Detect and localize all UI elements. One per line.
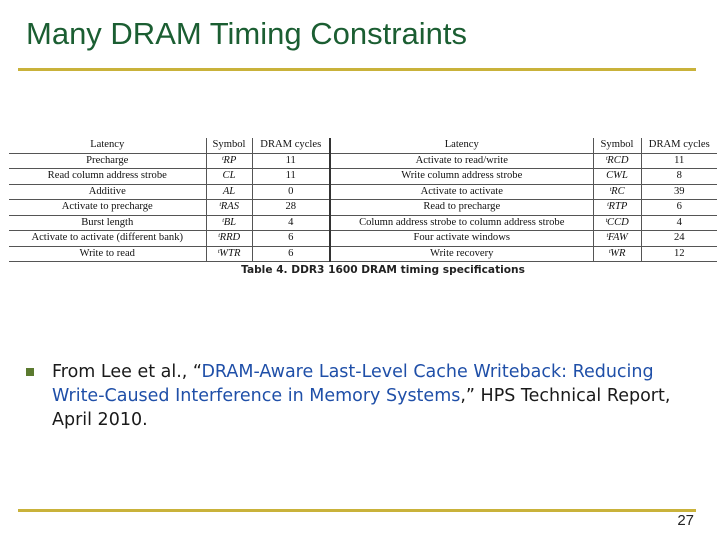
symbol-cell: AL	[205, 183, 253, 200]
latency-cell: Read to precharge	[329, 199, 594, 216]
table-row: Additive AL 0 Activate to activate ᵗRC 39	[9, 183, 717, 200]
latency-cell: Precharge	[9, 152, 207, 169]
cycles-cell: 6	[251, 245, 331, 262]
symbol-cell: ᵗRTP	[592, 199, 642, 216]
cycles-cell: 24	[640, 230, 717, 247]
cycles-cell: 6	[251, 230, 331, 247]
header-latency: Latency	[329, 138, 594, 154]
symbol-cell: ᵗBL	[205, 214, 253, 231]
latency-cell: Column address strobe to column address …	[329, 214, 594, 231]
cycles-cell: 11	[251, 168, 331, 185]
reference-suffix: ,” HPS Technical Report, April 2010.	[52, 386, 671, 430]
latency-cell: Activate to activate	[329, 183, 594, 200]
table-row: Read column address strobe CL 11 Write colu…	[9, 168, 717, 185]
title-divider	[18, 68, 696, 71]
reference-text: From Lee et al., “DRAM-Aware Last-Level …	[52, 360, 702, 432]
timing-table-figure: Latency Symbol DRAM cycles Latency Symbo…	[9, 138, 717, 276]
latency-cell: Activate to read/write	[329, 152, 594, 169]
table-row: Burst length ᵗBL 4 Column address strobe to…	[9, 214, 717, 231]
latency-cell: Burst length	[9, 214, 207, 231]
cycles-cell: 0	[251, 183, 331, 200]
latency-cell: Activate to activate (different bank)	[9, 230, 207, 247]
header-symbol: Symbol	[592, 138, 642, 154]
page-number: 27	[677, 512, 694, 529]
symbol-cell: ᵗRCD	[592, 152, 642, 169]
symbol-cell: ᵗRAS	[205, 199, 253, 216]
symbol-cell: ᵗCCD	[592, 214, 642, 231]
header-dram-cycles: DRAM cycles	[640, 138, 717, 154]
table-row: Activate to activate (different bank) ᵗRR…	[9, 230, 717, 247]
cycles-cell: 11	[640, 152, 717, 169]
latency-cell: Write recovery	[329, 245, 594, 262]
latency-cell: Four activate windows	[329, 230, 594, 247]
symbol-cell: ᵗWR	[592, 245, 642, 262]
latency-cell: Write column address strobe	[329, 168, 594, 185]
header-symbol: Symbol	[205, 138, 253, 154]
cycles-cell: 4	[251, 214, 331, 231]
latency-cell: Additive	[9, 183, 207, 200]
cycles-cell: 8	[640, 168, 717, 185]
footer-divider	[18, 509, 696, 512]
cycles-cell: 12	[640, 245, 717, 262]
symbol-cell: CWL	[592, 168, 642, 185]
cycles-cell: 39	[640, 183, 717, 200]
symbol-cell: ᵗRRD	[205, 230, 253, 247]
symbol-cell: ᵗRP	[205, 152, 253, 169]
reference-prefix: From Lee et al., “	[52, 362, 202, 382]
symbol-cell: ᵗFAW	[592, 230, 642, 247]
slide-title: Many DRAM Timing Constraints	[26, 16, 468, 51]
table-row: Write to read ᵗWTR 6 Write recovery ᵗWR 12	[9, 245, 717, 262]
table-row: Precharge ᵗRP 11 Activate to read/write ᵗRCD…	[9, 152, 717, 169]
cycles-cell: 6	[640, 199, 717, 216]
latency-cell: Activate to precharge	[9, 199, 207, 216]
reference-paper-title: DRAM-Aware Last-Level Cache Writeback: R…	[52, 362, 654, 406]
symbol-cell: ᵗWTR	[205, 245, 253, 262]
cycles-cell: 28	[251, 199, 331, 216]
cycles-cell: 11	[251, 152, 331, 169]
symbol-cell: ᵗRC	[592, 183, 642, 200]
bullet-square-icon	[26, 368, 34, 376]
table-header-row: Latency Symbol DRAM cycles Latency Symbo…	[9, 138, 717, 154]
cycles-cell: 4	[640, 214, 717, 231]
latency-cell: Read column address strobe	[9, 168, 207, 185]
header-dram-cycles: DRAM cycles	[251, 138, 331, 154]
header-latency: Latency	[9, 138, 207, 154]
timing-table: Latency Symbol DRAM cycles Latency Symbo…	[9, 138, 717, 262]
symbol-cell: CL	[205, 168, 253, 185]
table-row: Activate to precharge ᵗRAS 28 Read to prech…	[9, 199, 717, 216]
latency-cell: Write to read	[9, 245, 207, 262]
table-caption: Table 4. DDR3 1600 DRAM timing specifica…	[241, 264, 525, 276]
